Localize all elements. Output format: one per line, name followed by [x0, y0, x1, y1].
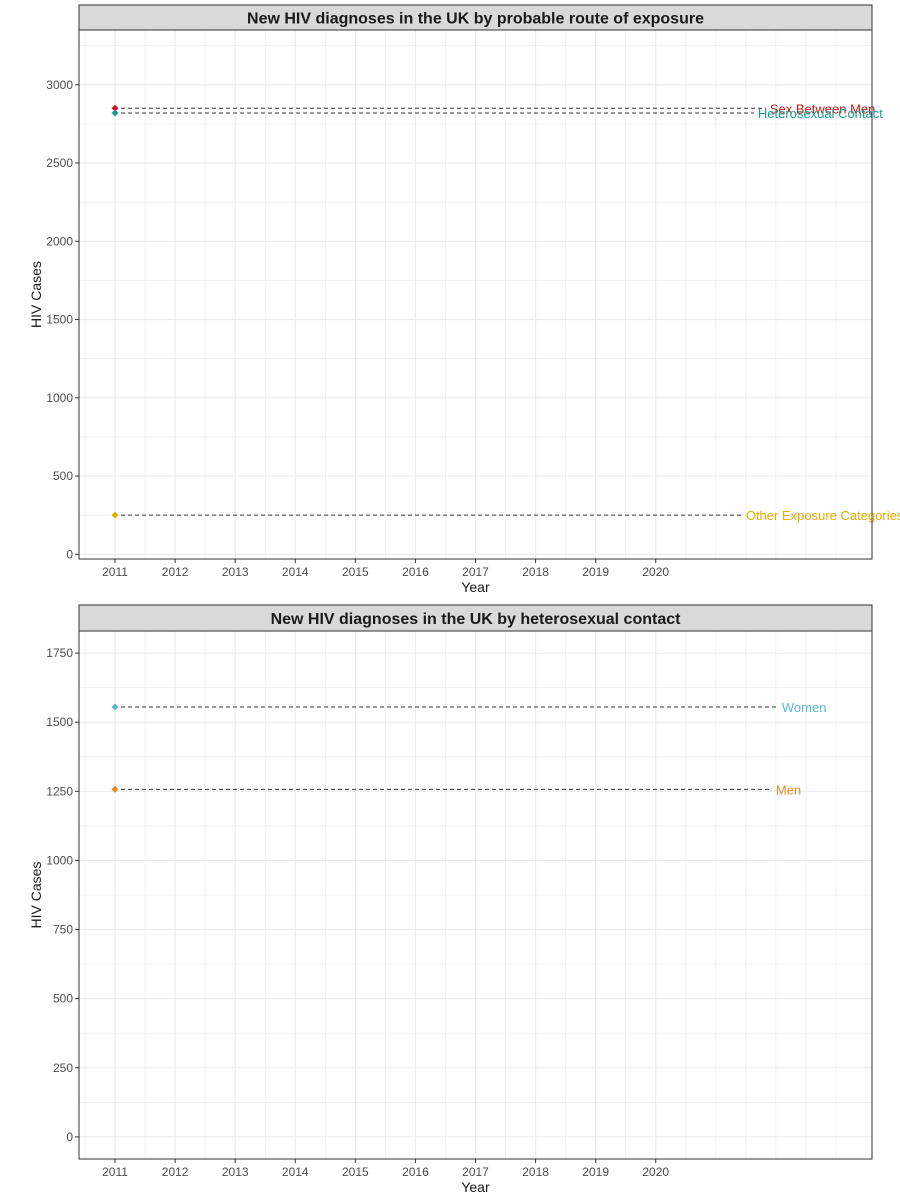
y-tick-label: 1000: [46, 853, 73, 867]
series-label: Other Exposure Categories: [746, 508, 900, 523]
series-label: Sex Between Men: [770, 101, 876, 116]
strip-background: [78, 4, 873, 31]
y-tick-label: 750: [53, 923, 73, 937]
y-tick-label: 0: [66, 547, 73, 561]
y-tick-label: 1750: [46, 646, 73, 660]
y-tick-label: 0: [66, 1130, 73, 1144]
series-label: Women: [782, 700, 827, 715]
series-sex-between-men: Sex Between Men: [111, 101, 876, 116]
series-women: Women: [111, 700, 827, 715]
y-tick-label: 500: [53, 469, 73, 483]
x-tick-label: 2018: [522, 565, 549, 579]
x-tick-label: 2012: [162, 1165, 189, 1179]
y-tick-label: 3000: [46, 78, 73, 92]
x-tick-label: 2011: [102, 565, 128, 579]
series-other-exposure-categories: Other Exposure Categories: [111, 508, 900, 523]
y-axis-label: HIV Cases: [28, 261, 44, 328]
y-tick-label: 1500: [46, 313, 73, 327]
y-axis: 0 500 1000 1500 2000 2500 3000 HIV Cases: [28, 78, 79, 561]
series-men: Men: [111, 782, 801, 797]
x-axis-label: Year: [461, 1179, 490, 1195]
x-tick-label: 2011: [102, 1165, 128, 1179]
data-point: [111, 785, 119, 793]
x-tick-label: 2017: [462, 1165, 489, 1179]
y-tick-label: 1250: [46, 784, 73, 798]
x-tick-label: 2020: [642, 565, 669, 579]
x-tick-label: 2018: [522, 1165, 549, 1179]
y-tick-label: 2500: [46, 156, 73, 170]
y-axis: 0 250 500 750 1000 1250 1500 1750 HIV Cases: [28, 646, 79, 1144]
x-tick-label: 2019: [582, 1165, 609, 1179]
x-tick-label: 2017: [462, 565, 489, 579]
x-tick-label: 2016: [402, 1165, 429, 1179]
y-axis-label: HIV Cases: [28, 862, 44, 929]
x-tick-label: 2016: [402, 565, 429, 579]
x-axis-label: Year: [461, 579, 490, 595]
x-tick-label: 2014: [282, 1165, 309, 1179]
data-point: [111, 109, 119, 117]
x-axis: 2011 2012 2013 2014 2015 2016 2017 2018 2019 2020…: [102, 1159, 669, 1195]
y-tick-label: 2000: [46, 234, 73, 248]
panel-title: New HIV diagnoses in the UK by probable …: [247, 11, 704, 28]
x-tick-label: 2012: [162, 565, 189, 579]
x-axis: 2011 2012 2013 2014 2015 2016 2017 2018 2019 2020…: [102, 559, 669, 595]
data-point: [111, 511, 119, 519]
y-tick-label: 250: [53, 1061, 73, 1075]
series-label: Men: [776, 782, 801, 797]
panel-title: New HIV diagnoses in the UK by heterosex…: [271, 611, 682, 628]
y-tick-label: 1000: [46, 391, 73, 405]
strip-background: [78, 604, 873, 632]
x-tick-label: 2015: [342, 565, 369, 579]
x-tick-label: 2020: [642, 1165, 669, 1179]
data-point: [111, 104, 119, 112]
grid: [79, 30, 872, 559]
series-heterosexual-contact: Heterosexual Contact: [111, 106, 883, 121]
series-label: Heterosexual Contact: [758, 106, 883, 121]
grid: [79, 631, 872, 1159]
y-tick-label: 500: [53, 992, 73, 1006]
x-tick-label: 2013: [222, 1165, 249, 1179]
x-tick-label: 2019: [582, 565, 609, 579]
x-tick-label: 2015: [342, 1165, 369, 1179]
x-tick-label: 2014: [282, 565, 309, 579]
chart-panel-2: Women Men New HIV diagnoses in the UK by h…: [28, 604, 873, 1195]
y-tick-label: 1500: [46, 715, 73, 729]
data-point: [111, 703, 119, 711]
x-tick-label: 2013: [222, 565, 249, 579]
